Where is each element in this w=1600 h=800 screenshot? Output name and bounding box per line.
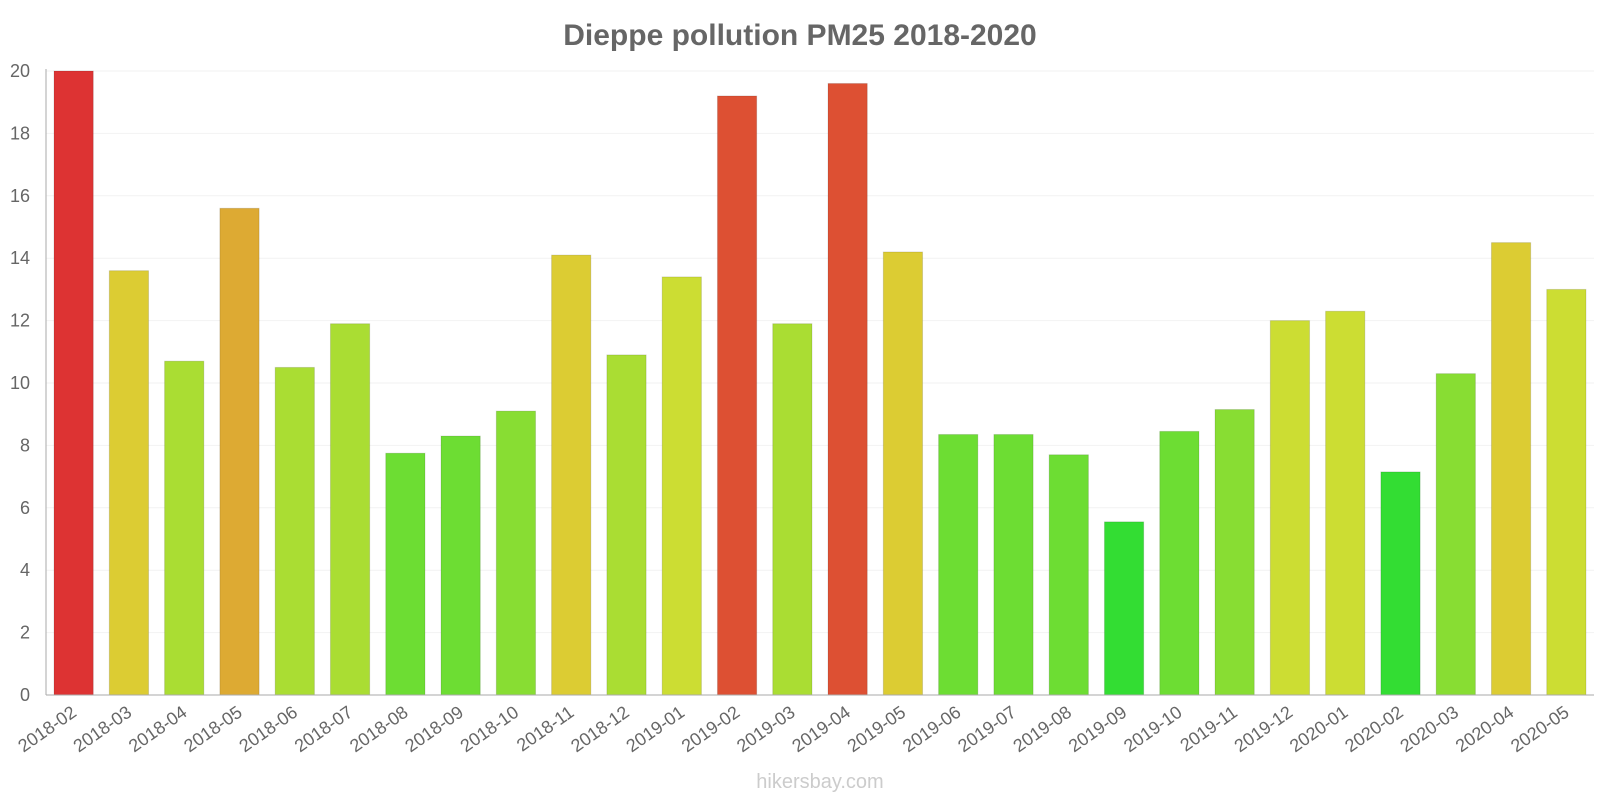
x-tick-label: 2020-05 xyxy=(1507,702,1573,756)
bar-2019-04[interactable] xyxy=(827,82,868,696)
x-tick-label: 2018-10 xyxy=(457,702,523,756)
y-tick-label: 10 xyxy=(10,373,30,393)
bar-2018-02[interactable] xyxy=(53,70,94,696)
bar-2018-04[interactable] xyxy=(164,360,205,696)
x-tick-label: 2018-04 xyxy=(125,702,191,756)
x-tick-label: 2019-04 xyxy=(788,702,854,756)
x-tick-label: 2020-01 xyxy=(1286,702,1352,756)
y-tick-label: 20 xyxy=(10,61,30,81)
bar-2019-12[interactable] xyxy=(1269,320,1311,696)
x-axis-ticks: 2018-022018-032018-042018-052018-062018-… xyxy=(14,702,1572,756)
x-tick-label: 2019-07 xyxy=(954,702,1020,756)
bar-2018-03[interactable] xyxy=(108,270,150,696)
bar-2019-08[interactable] xyxy=(1048,454,1089,696)
x-tick-label: 2018-05 xyxy=(180,702,246,756)
y-tick-label: 14 xyxy=(10,248,30,268)
x-tick-label: 2018-12 xyxy=(567,702,633,756)
watermark: hikersbay.com xyxy=(756,771,883,793)
bar-2019-07[interactable] xyxy=(993,433,1034,696)
bar-2019-11[interactable] xyxy=(1214,409,1255,696)
y-axis-ticks: 0 2 4 6 8 10 12 14 16 18 20 xyxy=(10,61,30,705)
x-tick-label: 2019-09 xyxy=(1065,702,1131,756)
bar-2018-06[interactable] xyxy=(274,366,315,696)
x-tick-label: 2019-06 xyxy=(899,702,965,756)
bar-2020-04[interactable] xyxy=(1490,242,1532,696)
x-tick-label: 2018-06 xyxy=(235,702,301,756)
x-tick-label: 2018-09 xyxy=(401,702,467,756)
x-tick-label: 2018-03 xyxy=(70,702,136,756)
x-tick-label: 2019-01 xyxy=(622,702,688,756)
x-tick-label: 2018-08 xyxy=(346,702,412,756)
bar-2018-09[interactable] xyxy=(440,435,481,696)
bar-2019-06[interactable] xyxy=(938,433,979,696)
y-tick-label: 8 xyxy=(20,435,30,455)
bar-2018-05[interactable] xyxy=(219,207,260,696)
bar-2020-02[interactable] xyxy=(1380,471,1421,696)
bar-2018-08[interactable] xyxy=(385,452,426,696)
x-tick-label: 2019-08 xyxy=(1009,702,1075,756)
bar-2019-10[interactable] xyxy=(1159,430,1200,696)
x-tick-label: 2019-03 xyxy=(733,702,799,756)
bar-2018-10[interactable] xyxy=(495,410,537,696)
bar-2018-07[interactable] xyxy=(329,323,371,696)
y-tick-label: 16 xyxy=(10,186,30,206)
bar-2020-01[interactable] xyxy=(1325,310,1366,696)
bar-2019-05[interactable] xyxy=(882,251,924,696)
chart-title: Dieppe pollution PM25 2018-2020 xyxy=(563,19,1036,52)
x-tick-label: 2019-12 xyxy=(1231,702,1297,756)
bar-2019-09[interactable] xyxy=(1103,521,1145,696)
x-tick-label: 2020-02 xyxy=(1341,702,1407,756)
x-tick-label: 2020-03 xyxy=(1396,702,1462,756)
bar-2020-03[interactable] xyxy=(1435,373,1476,696)
x-tick-label: 2018-11 xyxy=(513,702,577,756)
y-tick-label: 2 xyxy=(20,623,30,643)
x-tick-label: 2019-10 xyxy=(1120,702,1186,756)
bar-2019-01[interactable] xyxy=(661,276,702,696)
y-tick-label: 4 xyxy=(20,560,30,580)
bar-2019-03[interactable] xyxy=(772,323,813,696)
y-tick-label: 18 xyxy=(10,123,30,143)
bars xyxy=(53,70,1587,696)
x-tick-label: 2018-07 xyxy=(291,702,357,756)
x-tick-label: 2019-11 xyxy=(1176,702,1240,756)
bar-2018-11[interactable] xyxy=(551,254,592,696)
bar-2019-02[interactable] xyxy=(716,95,758,696)
x-tick-label: 2019-05 xyxy=(844,702,910,756)
y-tick-label: 6 xyxy=(20,498,30,518)
y-tick-label: 12 xyxy=(10,311,30,331)
x-tick-label: 2020-04 xyxy=(1452,702,1518,756)
x-tick-label: 2019-02 xyxy=(678,702,744,756)
bar-2020-05[interactable] xyxy=(1546,288,1587,696)
x-tick-label: 2018-02 xyxy=(14,702,80,756)
y-tick-label: 0 xyxy=(20,685,30,705)
bar-2018-12[interactable] xyxy=(606,354,647,696)
